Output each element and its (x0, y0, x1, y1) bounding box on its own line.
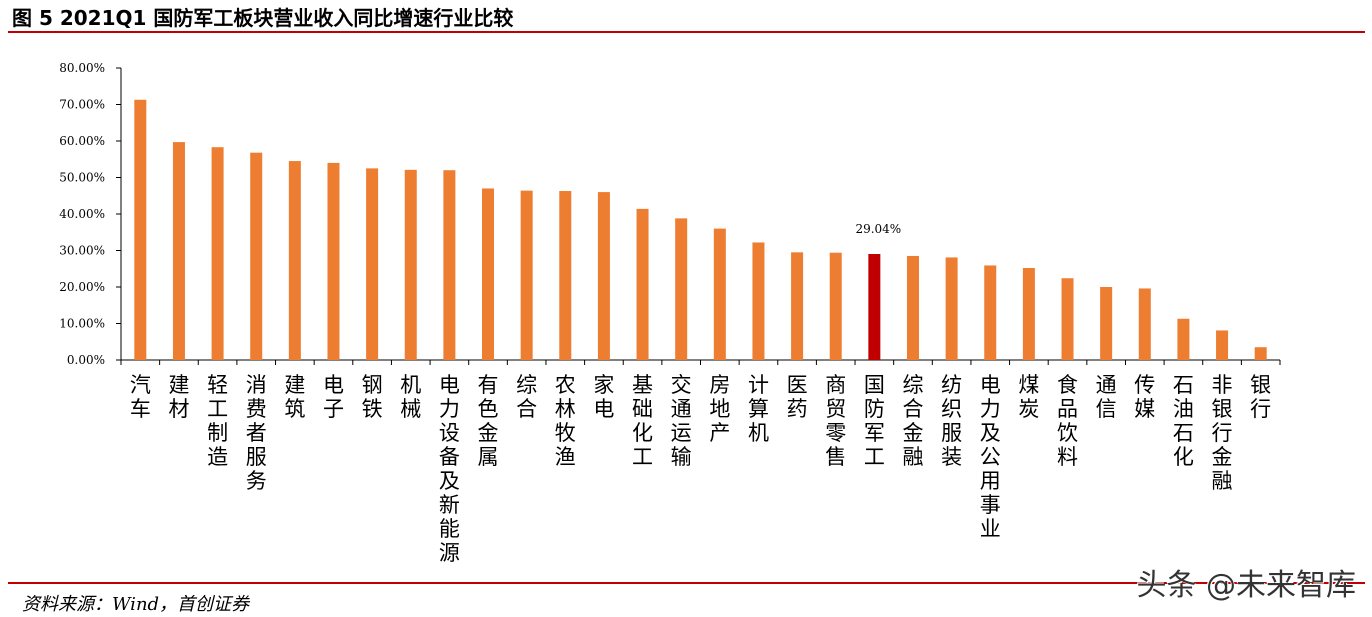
x-tick-label: 综合 (516, 373, 537, 421)
bar (172, 142, 185, 360)
bar-chart: 0.00% 10.00% 20.00% 30.00% 40.00% 50.00% 60.00… (59, 61, 1281, 565)
y-tick-label: 50.00% (59, 171, 105, 185)
bar (868, 254, 881, 360)
bar (443, 170, 456, 360)
top-divider (8, 31, 1365, 33)
x-tick-label: 国防军工 (864, 373, 885, 469)
bottom-divider (8, 582, 1365, 584)
x-tick-label: 计算机 (748, 373, 769, 445)
bar (945, 257, 958, 360)
bar (1022, 268, 1035, 360)
bar (482, 188, 495, 360)
bar (906, 255, 919, 360)
source-note: 资料来源：Wind，首创证券 (22, 594, 250, 615)
bar (597, 192, 610, 360)
bar (366, 168, 379, 360)
bar (791, 252, 804, 360)
bar (250, 152, 263, 360)
y-tick-label: 80.00% (59, 61, 105, 75)
x-tick-label: 电力及公用事业 (980, 373, 1001, 541)
bar (1061, 278, 1074, 360)
bar (211, 147, 224, 360)
x-tick-label: 家电 (593, 373, 614, 421)
bar (288, 161, 301, 360)
x-tick-label: 商贸零售 (825, 373, 846, 469)
bar (327, 162, 340, 360)
x-tick-label: 医药 (787, 373, 808, 421)
x-tick-label: 有色金属 (478, 373, 499, 469)
x-tick-label: 非银行金融 (1212, 373, 1233, 493)
bar (752, 242, 765, 360)
bar (134, 99, 147, 360)
x-tick-label: 汽车 (130, 373, 151, 421)
x-tick-label: 交通运输 (671, 373, 692, 469)
y-tick-label: 10.00% (59, 317, 105, 331)
x-tick-label: 基础化工 (632, 373, 653, 469)
bar (636, 208, 649, 360)
y-tick-label: 20.00% (59, 280, 105, 294)
bar (984, 265, 997, 360)
x-tick-label: 纺织服装 (941, 373, 962, 469)
x-tick-label: 电力设备及新能源 (439, 373, 460, 565)
data-label: 29.04% (855, 222, 901, 236)
x-tick-label: 煤炭 (1018, 373, 1039, 421)
x-tick-label: 建材 (168, 373, 189, 421)
x-tick-label: 农林牧渔 (555, 373, 576, 469)
x-tick-label: 电子 (323, 373, 344, 421)
bar (713, 228, 726, 360)
bar (675, 218, 688, 360)
bar (404, 169, 417, 360)
bar (829, 252, 842, 360)
bar (1100, 287, 1113, 360)
x-tick-label: 食品饮料 (1057, 373, 1078, 469)
bar (1254, 347, 1267, 360)
y-tick-label: 40.00% (59, 207, 105, 221)
x-tick-label: 银行 (1250, 373, 1271, 421)
y-tick-label: 60.00% (59, 134, 105, 148)
bar (520, 190, 533, 360)
x-tick-label: 轻工制造 (207, 373, 228, 469)
y-tick-label: 30.00% (59, 244, 105, 258)
x-tick-label: 消费者服务 (246, 373, 267, 493)
bar (1177, 318, 1190, 360)
y-tick-label: 70.00% (59, 98, 105, 112)
x-tick-label: 机械 (400, 373, 421, 421)
x-tick-label: 建筑 (284, 373, 305, 421)
y-tick-label: 0.00% (67, 353, 105, 367)
bar (1216, 330, 1229, 360)
bar (1138, 288, 1151, 360)
x-tick-label: 传媒 (1134, 373, 1155, 421)
x-tick-label: 综合金融 (902, 373, 923, 469)
x-tick-label: 通信 (1096, 373, 1117, 421)
x-tick-label: 钢铁 (362, 373, 383, 421)
bar (559, 191, 572, 360)
figure-title: 图 5 2021Q1 国防军工板块营业收入同比增速行业比较 (12, 6, 514, 30)
x-tick-label: 石油石化 (1173, 373, 1194, 469)
watermark: 头条 @未来智库 (1136, 568, 1356, 603)
x-tick-label: 房地产 (709, 373, 730, 445)
